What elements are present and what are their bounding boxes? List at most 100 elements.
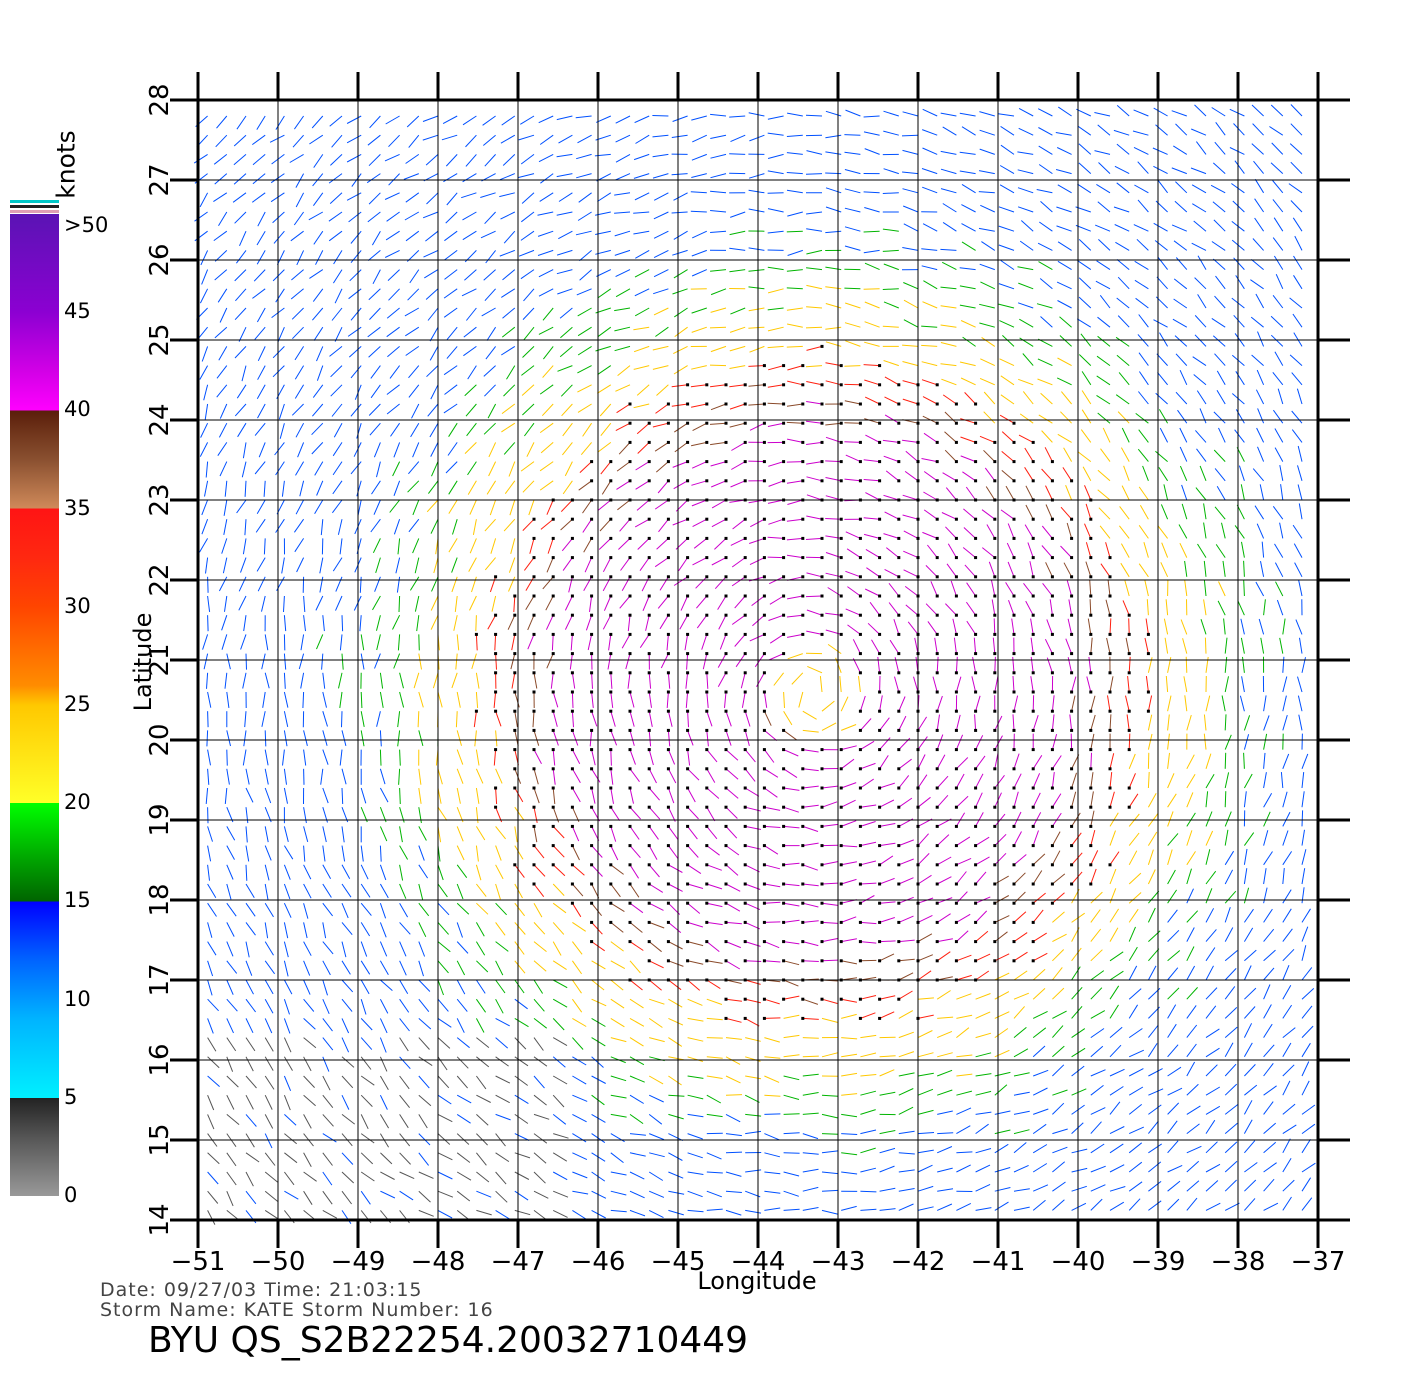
wind-vector [1135, 413, 1149, 424]
wind-vector [360, 1171, 375, 1182]
wind-vector [1235, 371, 1245, 386]
wind-vector [1134, 260, 1149, 271]
wind-vector [264, 1037, 274, 1052]
wind-vector [783, 1034, 800, 1039]
colorbar-tick-label: 5 [64, 1084, 78, 1109]
wind-vector [825, 518, 842, 520]
wind-vector [370, 518, 381, 533]
rain-flag-dot [782, 575, 786, 579]
wind-vector [577, 326, 592, 337]
wind-vector [902, 361, 919, 367]
rain-flag-dot [532, 767, 536, 771]
wind-vector [533, 902, 543, 918]
wind-vector [898, 1106, 914, 1115]
wind-vector [783, 941, 800, 945]
rain-flag-dot [782, 594, 786, 598]
wind-vector [373, 499, 381, 515]
rain-flag-dot [974, 728, 978, 732]
wind-vector [994, 1084, 1008, 1096]
wind-vector [456, 1113, 471, 1124]
wind-vector [610, 749, 612, 766]
wind-vector [1059, 335, 1072, 347]
wind-vector [863, 517, 880, 520]
wind-vector [725, 1190, 742, 1193]
wind-vector [1240, 618, 1245, 635]
wind-vector [311, 442, 324, 455]
wind-vector [711, 557, 727, 566]
wind-vector [216, 115, 228, 129]
wind-vector [1116, 105, 1130, 117]
wind-vector [1117, 276, 1130, 290]
wind-vector [1128, 1086, 1144, 1096]
wind-vector [1024, 524, 1034, 539]
x-tick-label: −51 [171, 1247, 226, 1277]
wind-vector [360, 730, 365, 747]
rain-flag-dot [974, 882, 978, 886]
wind-vector [936, 656, 939, 673]
wind-vector [316, 365, 324, 381]
wind-vector [767, 345, 784, 349]
wind-vector [303, 883, 312, 899]
wind-vector [469, 538, 477, 554]
wind-vector [277, 327, 285, 343]
wind-vector [245, 1056, 254, 1072]
rain-flag-dot [782, 901, 786, 905]
wind-vector [312, 403, 324, 417]
wind-vector [1301, 791, 1305, 808]
rain-flag-dot [666, 901, 670, 905]
wind-vector [495, 653, 497, 670]
wind-vector [668, 922, 682, 933]
wind-vector [994, 931, 1008, 942]
wind-vector [303, 807, 307, 824]
rain-flag-dot [705, 536, 709, 540]
wind-vector [629, 806, 641, 820]
wind-vector [860, 821, 876, 827]
wind-vector [1212, 162, 1226, 174]
wind-vector [330, 154, 343, 166]
wind-vector [821, 921, 839, 924]
wind-vector [397, 730, 401, 747]
wind-vector [627, 672, 631, 689]
wind-vector [451, 672, 458, 689]
wind-vector [200, 422, 209, 438]
wind-vector [1018, 127, 1034, 136]
wind-vector [537, 249, 554, 256]
wind-vector [551, 634, 554, 651]
rain-flag-dot [628, 690, 632, 694]
wind-vector [522, 307, 535, 320]
x-tick-labels: −51 −50 −49 −48 −47 −46 −45 −44 −43 −42 −41 −40 −39−… [171, 1247, 1346, 1277]
wind-vector [674, 307, 688, 318]
rain-flag-dot [666, 517, 670, 521]
wind-vector [572, 1209, 587, 1220]
wind-vector [1301, 926, 1309, 942]
rain-flag-dot [590, 728, 594, 732]
wind-vector [731, 441, 746, 451]
rain-flag-dot [858, 959, 862, 963]
wind-vector [281, 480, 285, 497]
rain-flag-dot [743, 940, 747, 944]
wind-vector [284, 1190, 299, 1200]
x-tick-label: −50 [251, 1247, 306, 1277]
wind-vector [1173, 278, 1188, 290]
rain-flag-dot [1108, 786, 1112, 790]
wind-vector [1263, 868, 1267, 885]
wind-vector [264, 1171, 278, 1183]
rain-flag-dot [820, 440, 824, 444]
wind-vector [783, 883, 800, 887]
wind-vector [1052, 1010, 1067, 1019]
wind-vector [1013, 951, 1028, 962]
wind-vector [1167, 714, 1170, 731]
wind-vector [495, 1094, 510, 1104]
wind-vector [495, 883, 501, 900]
wind-vector [1037, 378, 1053, 386]
wind-vector [322, 1171, 333, 1186]
wind-vector [649, 1190, 665, 1198]
wind-vector [648, 902, 664, 911]
wind-vector [879, 1130, 896, 1135]
wind-vector [773, 672, 784, 686]
wind-vector [309, 134, 324, 145]
wind-vector [234, 403, 247, 417]
wind-vector [303, 941, 312, 956]
wind-vector [653, 307, 669, 316]
wind-vector [425, 288, 439, 300]
